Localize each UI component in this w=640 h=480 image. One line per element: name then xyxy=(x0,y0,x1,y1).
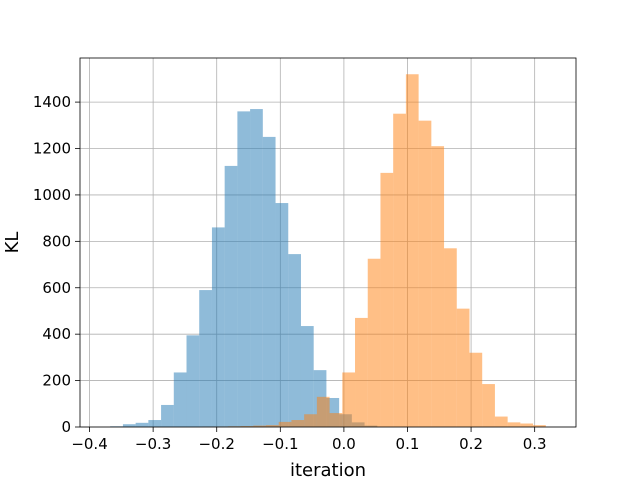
y-tick-label: 400 xyxy=(42,325,71,343)
histogram-bar-series-2 xyxy=(304,414,317,427)
x-axis-label: iteration xyxy=(290,460,366,480)
histogram-bar-series-2 xyxy=(494,416,508,427)
histogram-bar-series-2 xyxy=(405,74,419,427)
histogram-bar-series-2 xyxy=(482,384,495,427)
y-tick-label: 200 xyxy=(42,372,71,390)
x-tick-label: 0.2 xyxy=(459,435,483,453)
y-axis-label: KL xyxy=(2,232,23,254)
histogram-bar-series-2 xyxy=(444,248,457,427)
histogram-bar-series-1 xyxy=(275,203,289,427)
y-tick-label: 800 xyxy=(42,232,71,250)
histogram-bar-series-2 xyxy=(240,426,254,427)
y-tick-label: 0 xyxy=(61,418,71,436)
x-tick-label: 0.1 xyxy=(396,435,420,453)
histogram-bar-series-2 xyxy=(456,308,470,427)
histogram-bar-series-1 xyxy=(148,420,162,427)
histogram-bar-series-2 xyxy=(431,146,445,428)
histogram-bar-series-1 xyxy=(300,326,314,427)
histogram-bar-series-2 xyxy=(533,425,546,427)
histogram-bar-series-1 xyxy=(122,424,136,427)
x-tick-label: −0.3 xyxy=(135,435,171,453)
bars xyxy=(110,74,546,428)
histogram-bar-series-2 xyxy=(253,425,266,427)
histogram-bar-series-2 xyxy=(278,421,292,427)
histogram-bar-series-1 xyxy=(161,404,174,427)
histogram-bar-series-1 xyxy=(199,290,212,427)
histogram-bar-series-2 xyxy=(507,422,521,427)
histogram-bar-series-1 xyxy=(262,136,276,428)
axis-ticks: −0.4 −0.3 −0.2 −0.1 0.0 0.1 0.2 0.3 0 200 400 600 80… xyxy=(33,93,547,453)
plot-frame xyxy=(79,57,577,428)
histogram-bar-series-1 xyxy=(224,165,238,427)
histogram-bar-series-1 xyxy=(288,254,301,427)
x-tick-label: 0.3 xyxy=(523,435,547,453)
histogram-bar-series-2 xyxy=(355,317,368,427)
histogram-bar-series-2 xyxy=(380,172,394,427)
histogram-bar-series-2 xyxy=(266,425,279,427)
histogram-bar-series-1 xyxy=(186,335,200,427)
histogram-bar-series-2 xyxy=(520,423,534,427)
x-tick-label: −0.1 xyxy=(262,435,298,453)
histogram-bar-series-2 xyxy=(316,396,330,427)
histogram-bar-series-2 xyxy=(418,120,432,428)
histogram-bar-series-2 xyxy=(291,420,305,427)
histogram-bar-series-1 xyxy=(250,109,263,427)
histogram-bar-series-1 xyxy=(135,422,149,427)
y-tick-label: 1000 xyxy=(33,186,71,204)
histogram-bar-series-2 xyxy=(367,258,381,427)
histogram-bar-series-1 xyxy=(211,227,225,427)
histogram-bar-series-2 xyxy=(342,372,356,427)
histogram-bar-series-2 xyxy=(329,413,343,427)
x-tick-label: 0.0 xyxy=(332,435,356,453)
x-tick-label: −0.2 xyxy=(198,435,234,453)
y-tick-label: 1400 xyxy=(33,93,71,111)
y-tick-label: 1200 xyxy=(33,140,71,158)
x-tick-label: −0.4 xyxy=(71,435,107,453)
histogram-bar-series-2 xyxy=(393,113,406,427)
histogram-bar-series-2 xyxy=(469,352,483,427)
histogram-bar-series-1 xyxy=(237,111,251,428)
histogram-bar-series-1 xyxy=(173,372,187,427)
y-tick-label: 600 xyxy=(42,279,71,297)
